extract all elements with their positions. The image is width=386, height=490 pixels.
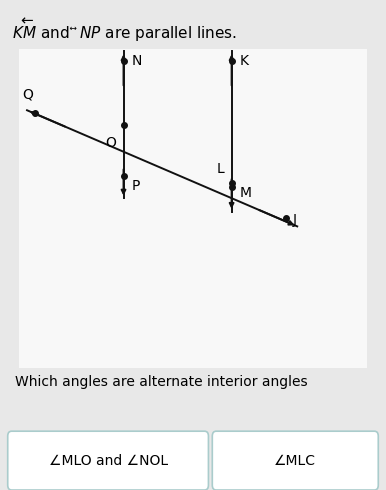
Text: N: N: [132, 54, 142, 68]
Text: ∠MLC: ∠MLC: [274, 454, 316, 467]
Text: Which angles are alternate interior angles: Which angles are alternate interior angl…: [15, 375, 308, 389]
Text: P: P: [132, 179, 141, 193]
Text: J: J: [293, 213, 296, 227]
FancyBboxPatch shape: [212, 431, 378, 490]
Text: M: M: [240, 186, 252, 200]
Text: L: L: [217, 162, 225, 176]
FancyBboxPatch shape: [19, 49, 367, 368]
Text: ∠MLO and ∠NOL: ∠MLO and ∠NOL: [49, 454, 168, 467]
FancyBboxPatch shape: [8, 431, 208, 490]
Text: Q: Q: [22, 88, 33, 102]
Text: $\overleftarrow{KM}$ and $\overleftrightarrow{NP}$ are parallel lines.: $\overleftarrow{KM}$ and $\overleftright…: [12, 17, 237, 45]
Text: O: O: [105, 136, 116, 150]
Text: K: K: [240, 54, 249, 68]
